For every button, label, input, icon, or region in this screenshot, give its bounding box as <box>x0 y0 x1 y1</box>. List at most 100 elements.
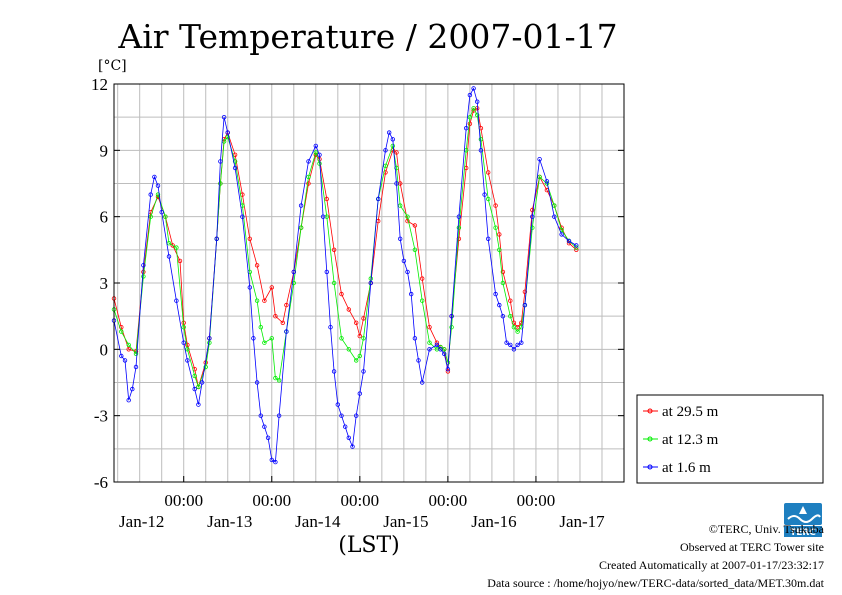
series-point <box>552 203 557 208</box>
legend-swatch-marker <box>647 408 653 414</box>
x-tick-time-label: 00:00 <box>340 491 379 510</box>
series-point <box>133 351 139 356</box>
series-point <box>185 347 190 352</box>
series-point <box>574 243 579 248</box>
series-point <box>427 325 432 330</box>
series-3 <box>111 86 579 465</box>
series-point <box>475 112 480 118</box>
series-point <box>269 457 274 463</box>
x-axis: 00:00Jan-1200:00Jan-1300:00Jan-1400:00Ja… <box>119 476 625 531</box>
series-point <box>343 424 348 429</box>
series-point <box>170 243 175 248</box>
x-tick-date-label: Jan-16 <box>471 512 516 531</box>
series-point <box>196 384 201 390</box>
series-point <box>273 375 278 381</box>
series-point <box>269 285 274 290</box>
series-point <box>181 340 186 345</box>
series-point <box>420 298 425 303</box>
series-point <box>486 236 491 241</box>
series-point <box>471 106 476 111</box>
series-point <box>141 263 146 268</box>
series-point <box>574 247 579 252</box>
series-point <box>456 225 462 230</box>
series-point <box>306 159 311 164</box>
series-point <box>420 276 425 281</box>
series-point <box>475 99 480 104</box>
chart-title: Air Temperature / 2007-01-17 <box>117 17 617 56</box>
series-point <box>522 289 528 294</box>
x-tick-date-label: Jan-12 <box>119 512 164 531</box>
series-point <box>438 347 443 352</box>
series-point <box>276 378 282 383</box>
unit-label: [°C] <box>98 58 127 74</box>
series-point <box>265 435 271 440</box>
series-line <box>113 87 577 463</box>
series-point <box>346 347 351 352</box>
legend-box <box>636 394 824 484</box>
series-point <box>254 263 260 268</box>
series-point <box>387 130 392 135</box>
series-point <box>552 214 557 219</box>
series-point <box>497 247 502 252</box>
series-point <box>174 245 179 250</box>
series-point <box>258 325 263 330</box>
x-axis-label: (LST) <box>338 533 400 558</box>
series-point <box>515 329 520 334</box>
series-point <box>497 232 502 237</box>
series-point <box>331 369 337 374</box>
series-point <box>354 320 359 325</box>
series-1 <box>111 106 579 390</box>
series-point <box>247 285 252 290</box>
series-point <box>225 134 230 140</box>
terc-logo: TERC <box>784 503 822 537</box>
series-point <box>317 152 322 157</box>
x-tick-date-label: Jan-15 <box>383 512 428 531</box>
series-point <box>148 214 153 219</box>
series-point <box>185 358 190 363</box>
legend-label: at 29.5 m <box>662 404 719 420</box>
series-point <box>416 358 421 363</box>
series-point <box>181 325 186 330</box>
series-point <box>519 340 524 345</box>
series-point <box>398 236 403 241</box>
series-point <box>240 214 245 219</box>
series-point <box>478 148 484 153</box>
series-point <box>522 302 528 308</box>
series-point <box>493 291 498 297</box>
series-point <box>486 170 491 175</box>
series-point <box>155 192 161 197</box>
series-point <box>166 254 172 259</box>
y-tick-label: 6 <box>100 208 109 227</box>
series-point <box>185 342 190 348</box>
legend-label: at 1.6 m <box>662 460 711 476</box>
x-tick-time-label: 00:00 <box>252 491 291 510</box>
series-point <box>328 325 333 330</box>
logo-text: TERC <box>790 528 816 537</box>
series-point <box>192 386 197 392</box>
series-point <box>203 364 208 370</box>
series-point <box>313 150 318 155</box>
series-point <box>434 342 440 348</box>
series-point <box>262 340 267 345</box>
series-point <box>207 336 212 341</box>
series-point <box>122 358 128 363</box>
series-point <box>331 247 337 252</box>
series-point <box>192 373 197 379</box>
series-point <box>467 114 473 120</box>
series-point <box>357 353 362 359</box>
x-tick-time-label: 00:00 <box>164 491 203 510</box>
x-tick-time-label: 00:00 <box>517 491 556 510</box>
series-point <box>405 269 410 275</box>
series-point <box>350 444 355 449</box>
series-point <box>537 156 542 162</box>
series-point <box>544 179 550 184</box>
series-point <box>427 340 432 345</box>
series-point <box>401 258 407 264</box>
series-point <box>412 247 418 252</box>
series-point <box>449 325 454 330</box>
series-point <box>254 380 260 385</box>
series-point <box>500 280 506 286</box>
series-point <box>196 402 201 407</box>
series-point <box>442 351 447 356</box>
series-point <box>357 333 362 339</box>
